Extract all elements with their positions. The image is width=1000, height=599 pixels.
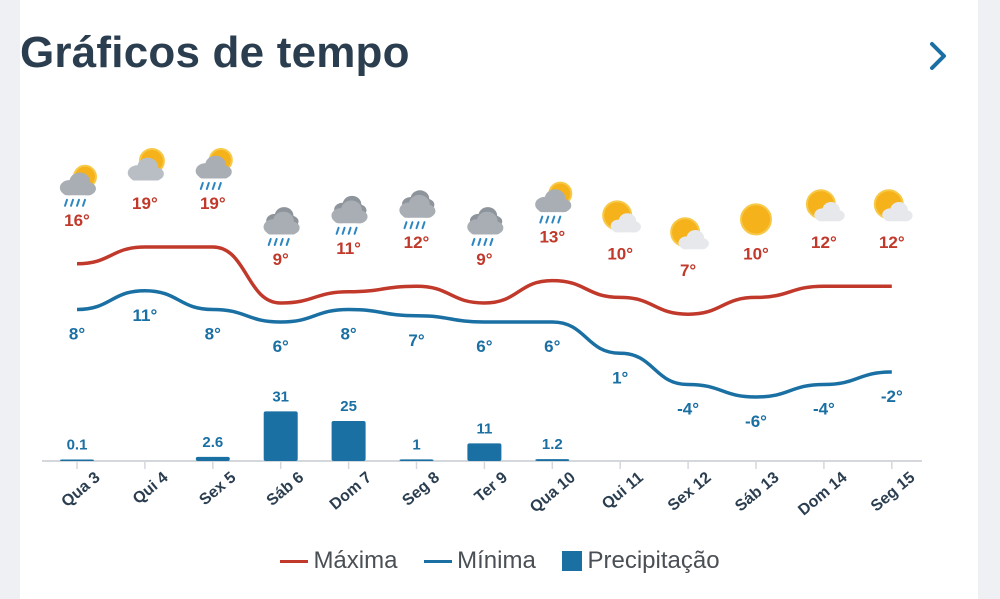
x-tick-label: Sex 12 [665,469,715,515]
max-temp-label: 10° [743,244,769,263]
max-temp-label: 16° [64,211,90,230]
precip-bar [263,411,298,461]
max-temp-label: 19° [132,194,158,213]
max-temp-label: 12° [879,233,905,252]
x-tick-label: Seg 15 [868,469,919,515]
min-temperature-line [76,289,892,399]
max-temp-label: 9° [273,250,289,269]
legend-label-precip: Precipitação [587,546,720,574]
x-tick-label: Dom 7 [327,469,375,514]
max-temp-label: 12° [811,233,837,252]
min-temp-label: 8° [340,325,356,344]
max-temp-label: 19° [200,194,226,213]
max-temp-label: 7° [680,261,696,280]
partly-sunny-icon [670,217,709,250]
precip-label: 11 [476,420,492,437]
legend-item-min[interactable]: Mínima [424,547,536,575]
sun-cloud-rain-icon [59,164,97,207]
rain-cloud-icon [331,195,368,235]
precip-label: 25 [340,398,357,415]
x-tick-label: Qua 10 [527,469,579,516]
precip-label: 1.2 [542,436,563,453]
precip-bar [195,456,230,461]
sun-cloud-rain-icon [535,181,573,224]
precip-bar [399,459,434,461]
min-temp-label: 6° [273,337,289,356]
x-tick-label: Sáb 13 [732,469,783,515]
max-temp-label: 11° [336,239,361,258]
precip-label: 31 [272,388,289,405]
legend-swatch-min [424,559,453,563]
min-temp-label: 8° [69,325,85,344]
precip-label: 0.1 [67,437,88,454]
max-temp-label: 9° [476,250,492,269]
rain-cloud-icon [263,207,300,246]
sun-cloud-icon [127,148,165,181]
precip-bar [331,421,366,461]
min-temp-label: 6° [544,337,560,356]
legend-label-min: Mínima [457,546,536,574]
legend-item-max[interactable]: Máxima [280,547,397,575]
precip-label: 1 [412,436,420,453]
partly-sunny-icon [873,189,913,222]
x-tick-label: Ter 9 [472,469,511,506]
sun-icon [740,203,772,236]
x-tick-label: Qua 3 [59,469,104,511]
legend-label-max: Máxima [313,546,398,574]
x-tick-label: Dom 14 [795,469,850,519]
partly-sunny-icon [602,200,641,233]
rain-cloud-icon [467,207,504,246]
rain-cloud-icon [399,190,436,230]
chart-legend: Máxima Mínima Precipitação [0,546,1000,575]
min-temp-label: -4° [677,400,699,419]
min-temp-label: -6° [745,412,767,431]
min-temp-label: 6° [476,337,492,356]
chevron-right-icon[interactable] [926,40,950,72]
x-tick-label: Sex 5 [196,469,239,509]
min-temp-label: 8° [205,325,221,344]
max-temp-label: 12° [404,233,430,252]
x-tick-label: Seg 8 [399,469,443,510]
x-tick-label: Sáb 6 [264,469,308,510]
legend-item-precip[interactable]: Precipitação [562,546,720,575]
min-temp-label: 11° [133,306,158,325]
precip-bar [535,459,570,461]
precip-bar [467,443,502,461]
sun-cloud-rain-icon [195,148,233,190]
legend-swatch-precip [562,551,583,572]
max-temp-label: 10° [607,244,633,263]
min-temp-label: 1° [612,368,628,387]
max-temperature-line [76,245,892,316]
legend-swatch-max [280,559,309,563]
partly-sunny-icon [805,189,845,222]
precip-bar [60,459,94,461]
max-temp-label: 13° [539,228,565,247]
page-title: Gráficos de tempo [20,28,410,77]
precip-label: 2.6 [202,434,223,451]
min-temp-label: 7° [408,331,424,350]
min-temp-label: -2° [881,387,903,406]
min-temp-label: -4° [813,400,835,419]
x-tick-label: Qui 4 [130,469,172,508]
x-tick-label: Qui 11 [599,469,647,513]
